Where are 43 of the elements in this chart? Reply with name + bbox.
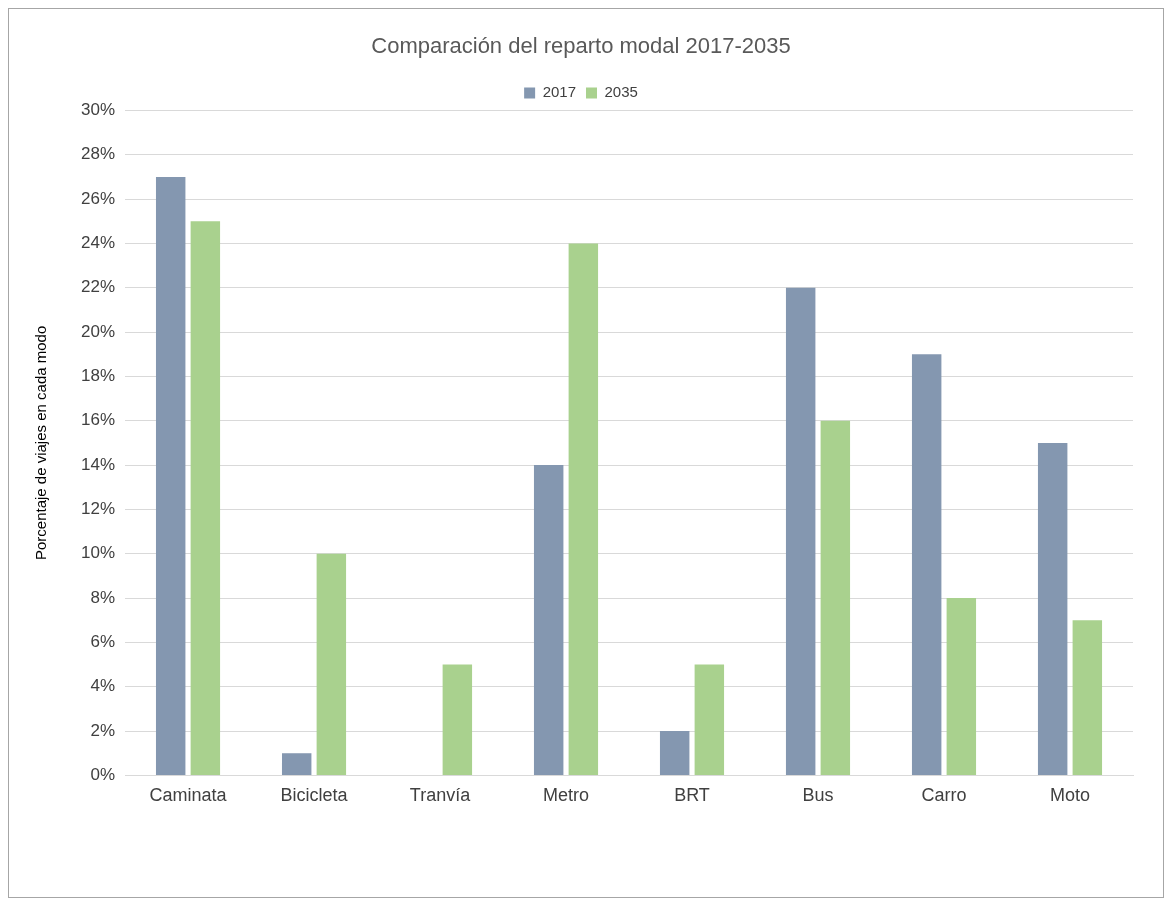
chart-title: Comparación del reparto modal 2017-2035 [371, 33, 791, 59]
bar [316, 553, 347, 775]
bar [442, 664, 473, 775]
x-tick-label: Carro [921, 785, 967, 806]
y-tick-label: 12% [80, 499, 116, 519]
y-tick-label: 10% [80, 543, 116, 563]
x-tick-label: Tranvía [409, 785, 472, 806]
y-tick-label: 4% [90, 676, 116, 696]
y-tick-label: 6% [90, 632, 116, 652]
x-tick-label: Caminata [149, 785, 228, 806]
y-tick-label: 20% [80, 321, 116, 341]
y-tick-label: 0% [90, 765, 116, 785]
bar [785, 287, 816, 775]
x-tick-label: BRT [674, 785, 710, 806]
bar [1072, 620, 1103, 775]
bar [946, 598, 977, 775]
y-tick-label: 24% [80, 233, 116, 253]
legend-label: 2017 [542, 83, 577, 101]
y-tick-label: 22% [80, 277, 116, 297]
bar [281, 753, 312, 775]
y-tick-label: 8% [90, 587, 116, 607]
y-tick-label: 14% [80, 454, 116, 474]
y-tick-label: 2% [90, 720, 116, 740]
bar [533, 465, 564, 775]
x-tick-label: Metro [543, 785, 590, 806]
y-tick-label: 30% [80, 100, 116, 120]
bar [568, 243, 599, 775]
legend-label: 2035 [604, 83, 638, 101]
y-tick-label: 28% [80, 144, 116, 164]
bar [911, 354, 942, 775]
bar [694, 664, 725, 775]
bar [190, 221, 221, 775]
bar [820, 420, 851, 775]
bar [155, 176, 186, 775]
x-tick-label: Bus [802, 785, 834, 806]
y-tick-label: 18% [80, 366, 116, 386]
bar [1037, 442, 1068, 775]
bar [659, 731, 690, 775]
y-axis-title: Porcentaje de viajes en cada modo [32, 325, 50, 561]
x-tick-label: Bicicleta [280, 785, 349, 806]
x-tick-label: Moto [1049, 785, 1091, 806]
y-tick-label: 26% [80, 188, 116, 208]
y-tick-label: 16% [80, 410, 116, 430]
